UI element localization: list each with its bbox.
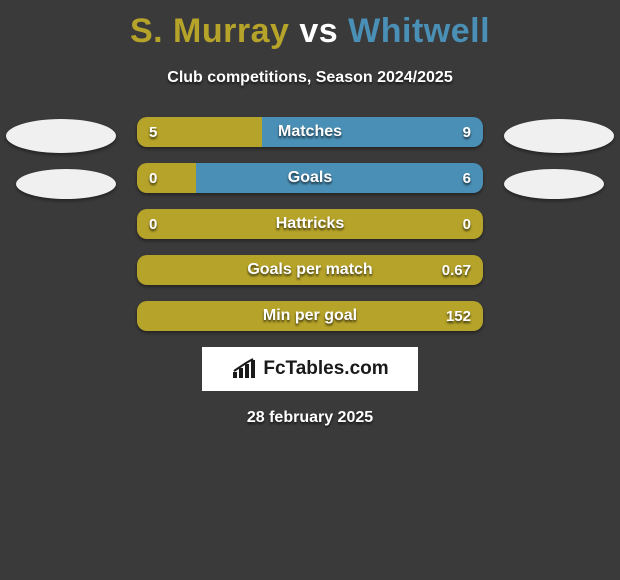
stat-right-value: 9: [463, 117, 471, 147]
stat-right-value: 152: [446, 301, 471, 331]
stat-label: Goals per match: [137, 255, 483, 285]
stat-right-value: 6: [463, 163, 471, 193]
player2-badge-placeholder2: [504, 169, 604, 199]
stat-bar-row: Goals per match0.67: [137, 255, 483, 285]
stat-bar-row: 0Goals6: [137, 163, 483, 193]
stat-bar-row: Min per goal152: [137, 301, 483, 331]
comparison-title: S. Murray vs Whitwell: [0, 0, 620, 51]
player1-name: S. Murray: [130, 12, 289, 50]
stat-label: Min per goal: [137, 301, 483, 331]
stat-bar-row: 5Matches9: [137, 117, 483, 147]
stat-bar-row: 0Hattricks0: [137, 209, 483, 239]
fctables-logo: FcTables.com: [202, 347, 418, 391]
subtitle: Club competitions, Season 2024/2025: [0, 69, 620, 87]
logo-text: FcTables.com: [263, 358, 388, 380]
player1-badge-placeholder: [6, 119, 116, 153]
stat-label: Hattricks: [137, 209, 483, 239]
date-text: 28 february 2025: [0, 409, 620, 427]
stat-right-value: 0: [463, 209, 471, 239]
vs-text: vs: [299, 12, 338, 50]
stat-label: Goals: [137, 163, 483, 193]
player2-badge-placeholder: [504, 119, 614, 153]
comparison-bars-area: 5Matches90Goals60Hattricks0Goals per mat…: [0, 117, 620, 331]
player2-name: Whitwell: [348, 12, 490, 50]
stat-label: Matches: [137, 117, 483, 147]
stat-right-value: 0.67: [442, 255, 471, 285]
player1-badge-placeholder2: [16, 169, 116, 199]
chart-icon: [231, 358, 257, 380]
